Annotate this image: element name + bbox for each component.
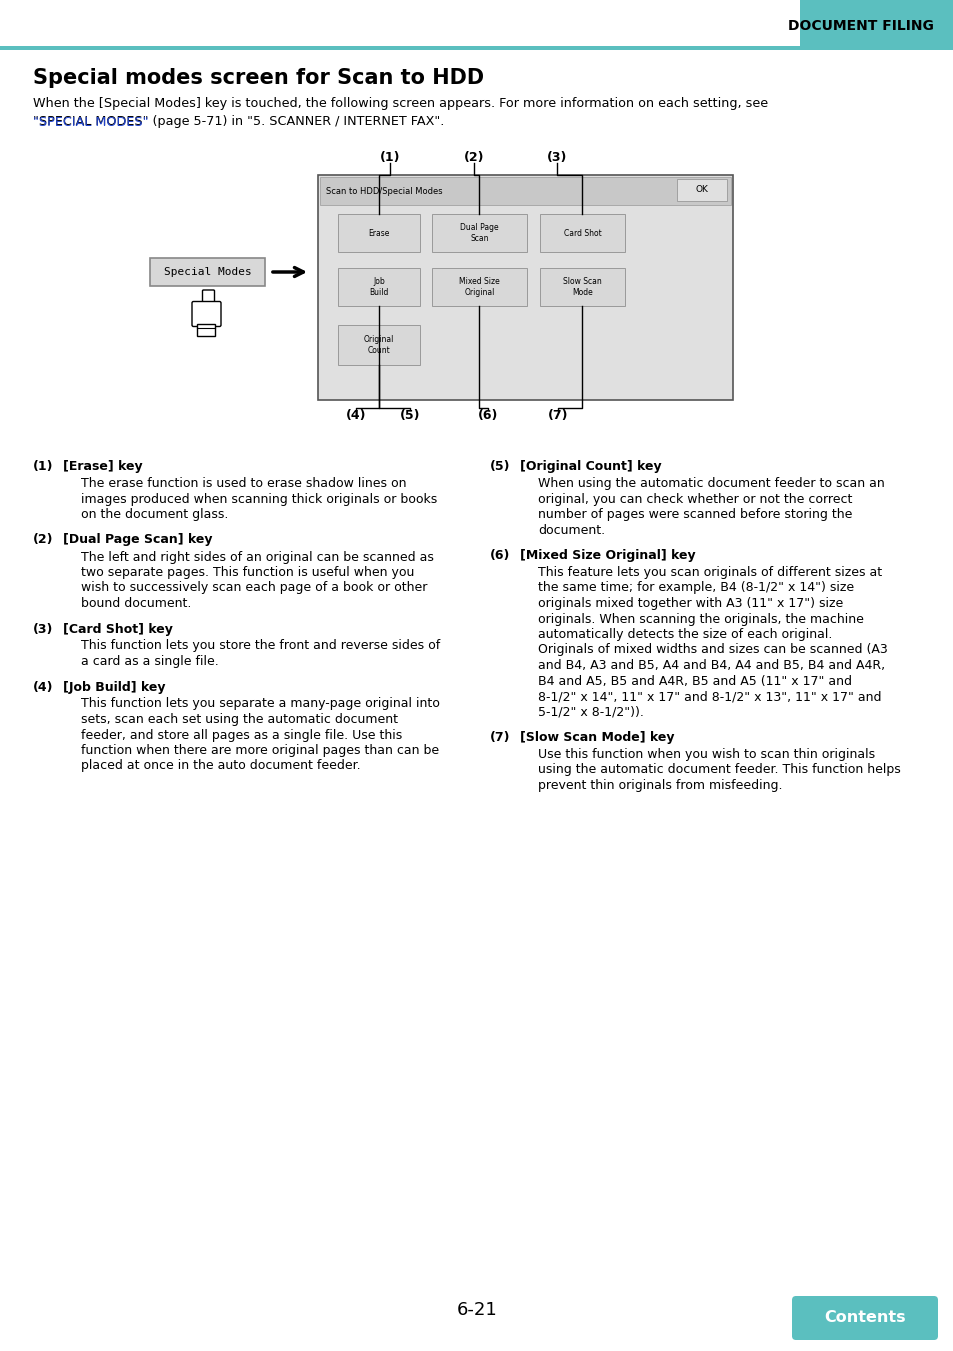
Text: placed at once in the auto document feeder.: placed at once in the auto document feed… (81, 759, 360, 773)
Text: [Mixed Size Original] key: [Mixed Size Original] key (519, 549, 695, 562)
Bar (539, 267, 624, 305)
Bar (319, 177, 730, 205)
Text: wish to successively scan each page of a book or other: wish to successively scan each page of a… (81, 581, 427, 594)
Text: (6): (6) (490, 549, 510, 562)
Text: Dual Page
Scan: Dual Page Scan (459, 223, 498, 243)
Text: number of pages were scanned before storing the: number of pages were scanned before stor… (537, 508, 851, 521)
Text: Slow Scan
Mode: Slow Scan Mode (562, 277, 601, 297)
Text: automatically detects the size of each original.: automatically detects the size of each o… (537, 628, 832, 640)
Text: (5): (5) (490, 459, 510, 473)
Text: (5): (5) (399, 408, 420, 422)
Text: Special modes screen for Scan to HDD: Special modes screen for Scan to HDD (33, 68, 483, 88)
Bar (197, 324, 215, 336)
Text: When the [Special Modes] key is touched, the following screen appears. For more : When the [Special Modes] key is touched,… (33, 97, 767, 111)
Text: (7): (7) (490, 731, 510, 744)
FancyBboxPatch shape (791, 1296, 937, 1340)
Text: (4): (4) (345, 408, 366, 422)
Text: (2): (2) (463, 151, 484, 165)
Bar (432, 213, 526, 253)
Text: When using the automatic document feeder to scan an: When using the automatic document feeder… (537, 477, 883, 490)
Text: Job
Build: Job Build (369, 277, 388, 297)
FancyBboxPatch shape (192, 301, 221, 327)
Bar (337, 267, 419, 305)
Bar (432, 267, 526, 305)
Bar (0, 46, 953, 50)
Text: function when there are more original pages than can be: function when there are more original pa… (81, 744, 438, 757)
Text: Scan to HDD/Special Modes: Scan to HDD/Special Modes (326, 186, 442, 196)
Text: DOCUMENT FILING: DOCUMENT FILING (787, 19, 933, 32)
Text: images produced when scanning thick originals or books: images produced when scanning thick orig… (81, 493, 436, 505)
Bar (317, 176, 732, 400)
Text: [Erase] key: [Erase] key (63, 459, 143, 473)
Bar (337, 326, 419, 365)
Text: the same time; for example, B4 (8-1/2" x 14") size: the same time; for example, B4 (8-1/2" x… (537, 581, 853, 594)
Text: (3): (3) (33, 623, 53, 635)
Text: two separate pages. This function is useful when you: two separate pages. This function is use… (81, 566, 414, 580)
Bar (539, 213, 624, 253)
Text: feeder, and store all pages as a single file. Use this: feeder, and store all pages as a single … (81, 728, 402, 742)
Bar (337, 213, 419, 253)
Text: This function lets you store the front and reverse sides of: This function lets you store the front a… (81, 639, 439, 653)
Text: Contents: Contents (823, 1310, 904, 1325)
Text: (3): (3) (546, 151, 567, 165)
Text: (7): (7) (547, 408, 568, 422)
Text: The erase function is used to erase shadow lines on: The erase function is used to erase shad… (81, 477, 406, 490)
Text: This feature lets you scan originals of different sizes at: This feature lets you scan originals of … (537, 566, 882, 580)
Text: B4 and A5, B5 and A4R, B5 and A5 (11" x 17" and: B4 and A5, B5 and A4R, B5 and A5 (11" x … (537, 674, 851, 688)
Text: "SPECIAL MODES" (page 5-71) in "5. SCANNER / INTERNET FAX".: "SPECIAL MODES" (page 5-71) in "5. SCANN… (33, 115, 444, 128)
Text: [Dual Page Scan] key: [Dual Page Scan] key (63, 534, 213, 547)
Text: (4): (4) (33, 681, 53, 693)
Text: OK: OK (695, 185, 708, 195)
Text: a card as a single file.: a card as a single file. (81, 655, 218, 667)
Text: "SPECIAL MODES": "SPECIAL MODES" (33, 115, 149, 128)
Text: 8-1/2" x 14", 11" x 17" and 8-1/2" x 13", 11" x 17" and: 8-1/2" x 14", 11" x 17" and 8-1/2" x 13"… (537, 690, 881, 703)
Text: [Card Shot] key: [Card Shot] key (63, 623, 172, 635)
Text: (1): (1) (379, 151, 400, 165)
Text: The left and right sides of an original can be scanned as: The left and right sides of an original … (81, 550, 434, 563)
Bar (0, 0, 953, 50)
Text: Card Shot: Card Shot (563, 228, 600, 238)
Text: Originals of mixed widths and sizes can be scanned (A3: Originals of mixed widths and sizes can … (537, 643, 887, 657)
Text: Special Modes: Special Modes (164, 267, 251, 277)
Text: (2): (2) (33, 534, 53, 547)
Text: 5-1/2" x 8-1/2")).: 5-1/2" x 8-1/2")). (537, 705, 643, 719)
Text: originals. When scanning the originals, the machine: originals. When scanning the originals, … (537, 612, 863, 626)
Text: sets, scan each set using the automatic document: sets, scan each set using the automatic … (81, 713, 397, 725)
Text: [Original Count] key: [Original Count] key (519, 459, 661, 473)
Text: and B4, A3 and B5, A4 and B4, A4 and B5, B4 and A4R,: and B4, A3 and B5, A4 and B4, A4 and B5,… (537, 659, 884, 671)
Text: 6-21: 6-21 (456, 1301, 497, 1319)
FancyBboxPatch shape (202, 290, 214, 305)
Text: Original
Count: Original Count (363, 335, 394, 355)
Text: on the document glass.: on the document glass. (81, 508, 228, 521)
Text: (1): (1) (33, 459, 53, 473)
Bar (800, 0, 953, 46)
Text: prevent thin originals from misfeeding.: prevent thin originals from misfeeding. (537, 780, 781, 792)
Bar (150, 258, 265, 286)
Text: original, you can check whether or not the correct: original, you can check whether or not t… (537, 493, 851, 505)
Text: using the automatic document feeder. This function helps: using the automatic document feeder. Thi… (537, 763, 900, 777)
Text: This function lets you separate a many-page original into: This function lets you separate a many-p… (81, 697, 439, 711)
Text: bound document.: bound document. (81, 597, 192, 611)
Text: Mixed Size
Original: Mixed Size Original (458, 277, 499, 297)
Text: document.: document. (537, 523, 604, 536)
Text: [Job Build] key: [Job Build] key (63, 681, 165, 693)
Text: Erase: Erase (368, 228, 389, 238)
Text: Use this function when you wish to scan thin originals: Use this function when you wish to scan … (537, 748, 874, 761)
Text: (6): (6) (477, 408, 497, 422)
Text: [Slow Scan Mode] key: [Slow Scan Mode] key (519, 731, 674, 744)
Bar (677, 178, 726, 201)
Text: originals mixed together with A3 (11" x 17") size: originals mixed together with A3 (11" x … (537, 597, 842, 611)
